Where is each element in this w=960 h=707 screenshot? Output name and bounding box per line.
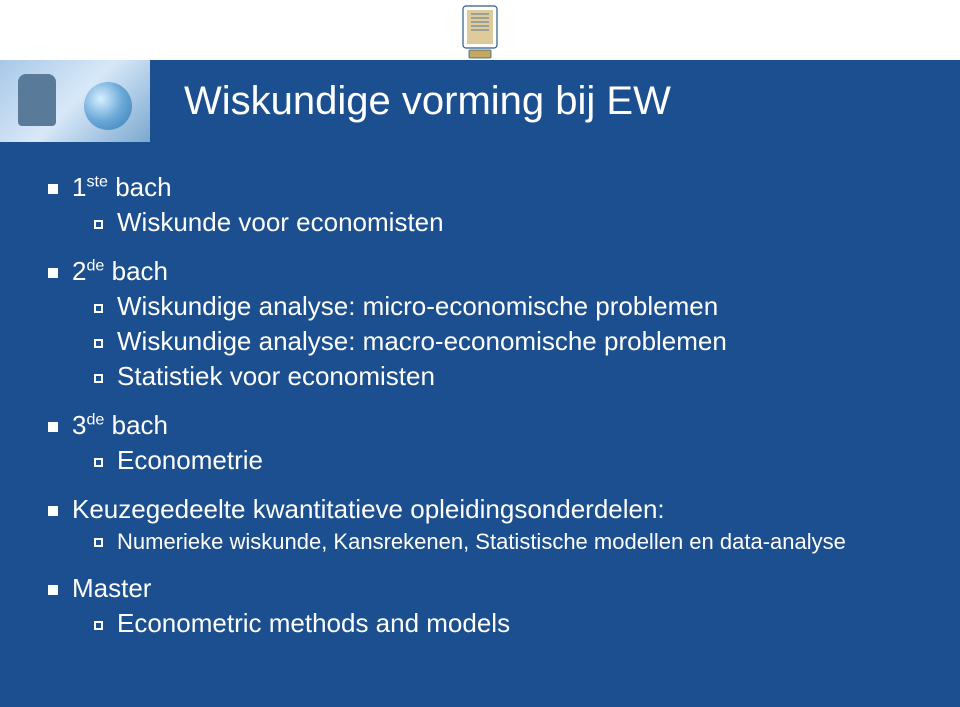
sub-item: Wiskundige analyse: macro-economische pr…	[94, 326, 912, 357]
bullet-outline-icon	[94, 621, 103, 630]
bullet-outline-icon	[94, 304, 103, 313]
sub-item: Econometric methods and models	[94, 608, 912, 639]
bullet-square-icon	[48, 506, 58, 516]
label-num: 1	[72, 172, 86, 202]
title-bar: Wiskundige vorming bij EW	[0, 60, 960, 142]
sub-item: Numerieke wiskunde, Kansrekenen, Statist…	[94, 529, 912, 555]
section-heading: Master	[48, 573, 912, 604]
sub-item: Wiskunde voor economisten	[94, 207, 912, 238]
section-heading: 3de bach	[48, 410, 912, 441]
sub-item-text: Wiskundige analyse: macro-economische pr…	[117, 326, 727, 357]
section-heading: 2de bach	[48, 256, 912, 287]
bullet-outline-icon	[94, 538, 103, 547]
section-heading: 1ste bach	[48, 172, 912, 203]
slide-title: Wiskundige vorming bij EW	[184, 79, 671, 124]
section-label: 2de bach	[72, 256, 168, 287]
label-rest: bach	[108, 172, 172, 202]
section-label: 3de bach	[72, 410, 168, 441]
sub-item-text: Wiskundige analyse: micro-economische pr…	[117, 291, 718, 322]
label-sup: de	[86, 256, 104, 274]
sub-item: Econometrie	[94, 445, 912, 476]
sub-item-text: Econometric methods and models	[117, 608, 510, 639]
section-label: Keuzegedeelte kwantitatieve opleidingson…	[72, 494, 665, 525]
label-num: 2	[72, 256, 86, 286]
label-sup: de	[86, 410, 104, 428]
header-illustration	[0, 60, 150, 142]
bullet-outline-icon	[94, 374, 103, 383]
section-label: 1ste bach	[72, 172, 172, 203]
bullet-square-icon	[48, 184, 58, 194]
sub-item-text: Econometrie	[117, 445, 263, 476]
university-crest-logo	[457, 4, 503, 60]
sub-item-text: Numerieke wiskunde, Kansrekenen, Statist…	[117, 529, 846, 555]
sub-item: Statistiek voor economisten	[94, 361, 912, 392]
section-heading: Keuzegedeelte kwantitatieve opleidingson…	[48, 494, 912, 525]
bullet-outline-icon	[94, 220, 103, 229]
content-area: 1ste bach Wiskunde voor economisten 2de …	[0, 142, 960, 707]
bullet-square-icon	[48, 268, 58, 278]
slide: Wiskundige vorming bij EW 1ste bach Wisk…	[0, 0, 960, 707]
bullet-outline-icon	[94, 339, 103, 348]
sub-item-text: Wiskunde voor economisten	[117, 207, 444, 238]
sub-item-text: Statistiek voor economisten	[117, 361, 435, 392]
section-label: Master	[72, 573, 151, 604]
label-sup: ste	[86, 172, 108, 190]
bullet-square-icon	[48, 585, 58, 595]
bullet-outline-icon	[94, 458, 103, 467]
label-rest: bach	[104, 410, 168, 440]
label-num: 3	[72, 410, 86, 440]
label-rest: bach	[104, 256, 168, 286]
sub-item: Wiskundige analyse: micro-economische pr…	[94, 291, 912, 322]
bullet-square-icon	[48, 422, 58, 432]
